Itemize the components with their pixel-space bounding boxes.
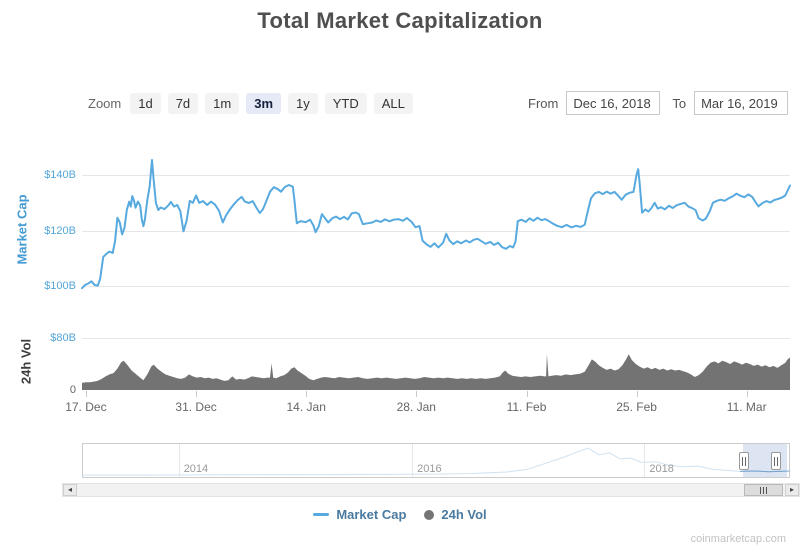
handle-grip-line [774, 456, 775, 466]
legend-item-market-cap[interactable]: Market Cap [313, 507, 406, 522]
x-axis-tick [746, 391, 748, 397]
legend-circle-marker-icon [424, 509, 435, 520]
watermark-link[interactable]: coinmarketcap.com [690, 533, 786, 545]
chart-title: Total Market Capitalization [257, 8, 543, 33]
scrollbar[interactable]: ◂ ▸ [62, 483, 800, 497]
navigator-year-label: 2016 [417, 463, 442, 475]
x-axis-tick [306, 391, 308, 397]
navigator-year-gridline [644, 444, 646, 477]
x-axis-tick-label: 31. Dec [175, 400, 217, 414]
zoom-button-ytd[interactable]: YTD [324, 92, 367, 114]
range-selector: Zoom 1d 7d 1m 3m 1y YTD ALL [88, 91, 420, 115]
handle-grip-line [742, 456, 744, 466]
x-axis-tick-label: 11. Mar [726, 400, 767, 414]
x-axis-tick [416, 391, 418, 397]
date-range-inputs: From To [528, 91, 789, 115]
zoom-button-1m[interactable]: 1m [205, 92, 240, 114]
navigator-year-label: 2014 [183, 463, 209, 475]
navigator[interactable]: 2014 2016 2018 [82, 443, 790, 478]
navigator-year-gridline [412, 444, 414, 477]
zoom-button-1d[interactable]: 1d [130, 92, 161, 114]
legend-item-24h-vol[interactable]: 24h Vol [424, 507, 487, 522]
scrollbar-left-arrow-button[interactable]: ◂ [63, 484, 77, 496]
zoom-button-1y[interactable]: 1y [288, 92, 318, 114]
to-date-input[interactable] [694, 91, 789, 115]
market-cap-ytick-label: $120B [44, 224, 76, 237]
x-axis-tick [196, 391, 198, 397]
x-axis-tick-label: 17. Dec [65, 400, 107, 414]
zoom-buttons-group: 1d 7d 1m 3m 1y YTD ALL [130, 92, 420, 114]
legend-item-label: 24h Vol [441, 507, 487, 522]
zoom-label: Zoom [88, 95, 122, 111]
x-axis-tick-label: 25. Feb [616, 400, 657, 414]
legend-line-marker-icon [313, 513, 330, 516]
navigator-year-label: 2018 [649, 463, 674, 475]
navigator-left-handle[interactable] [739, 452, 750, 470]
market-cap-ytick-label: $140B [44, 169, 76, 181]
volume-ytick-label: 0 [69, 384, 76, 396]
legend: Market Cap 24h Vol [0, 507, 800, 522]
handle-grip-line [777, 456, 778, 466]
volume-gridline [82, 338, 790, 339]
legend-item-label: Market Cap [336, 507, 407, 522]
scrollbar-right-arrow-button[interactable]: ▸ [785, 484, 799, 496]
market-cap-ytick-label: $100B [44, 280, 76, 292]
to-label: To [672, 95, 687, 111]
zoom-button-3m[interactable]: 3m [246, 92, 282, 114]
volume-ytick-label: $80B [50, 332, 76, 344]
x-axis-tick [636, 391, 638, 397]
handle-grip-line [745, 456, 747, 466]
x-axis-tick [85, 391, 87, 397]
x-axis-tick [526, 391, 528, 397]
x-axis-tick-label: 14. Jan [286, 400, 326, 414]
x-axis-tick-label: 28. Jan [396, 400, 436, 414]
x-axis-tick-label: 11. Feb [506, 400, 547, 414]
navigator-right-handle[interactable] [771, 452, 781, 470]
zoom-button-all[interactable]: ALL [373, 92, 413, 114]
market-cap-plot-area[interactable] [82, 155, 790, 310]
zoom-button-7d[interactable]: 7d [167, 92, 199, 114]
scrollbar-thumb[interactable] [743, 484, 783, 496]
from-label: From [528, 95, 559, 111]
volume-plot-area[interactable] [82, 338, 790, 390]
navigator-year-gridline [178, 444, 180, 477]
from-date-input[interactable] [566, 91, 661, 115]
